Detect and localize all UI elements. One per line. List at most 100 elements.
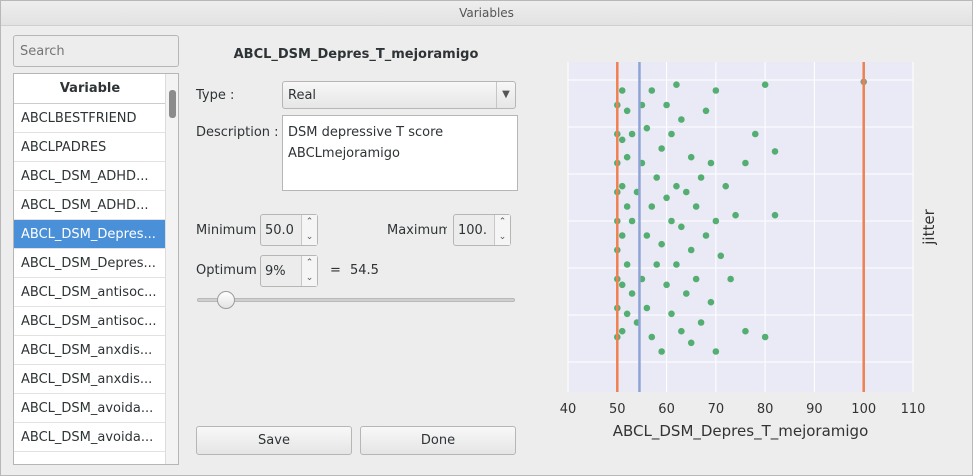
list-item[interactable]: ABCL_DSM_anxdis...	[14, 336, 166, 365]
variable-column-header[interactable]: Variable	[14, 74, 166, 104]
chevron-down-icon[interactable]: ⌄	[498, 232, 507, 242]
data-point	[678, 116, 685, 123]
chevron-up-icon[interactable]: ⌃	[305, 217, 314, 227]
data-point	[761, 81, 769, 88]
data-point	[673, 81, 680, 88]
data-point	[742, 159, 749, 167]
data-point	[692, 203, 700, 210]
data-point	[623, 261, 631, 268]
data-point	[722, 182, 730, 190]
x-tick-label: 90	[806, 402, 823, 417]
x-tick-label: 60	[658, 402, 675, 417]
chevron-down-icon[interactable]: ▼	[496, 82, 515, 108]
data-point	[623, 153, 631, 161]
chevron-down-icon[interactable]: ⌄	[305, 273, 314, 283]
data-point	[618, 327, 626, 335]
description-textarea[interactable]: DSM depressive T score ABCLmejoramigo	[282, 115, 518, 191]
data-point	[702, 232, 710, 239]
data-point	[643, 232, 651, 239]
description-label: Description :	[196, 125, 279, 140]
data-point	[771, 148, 779, 155]
x-tick-label: 110	[901, 402, 926, 417]
data-point	[673, 182, 680, 190]
data-point	[658, 348, 665, 355]
optimum-slider[interactable]	[197, 298, 515, 302]
scrollbar-thumb[interactable]	[169, 90, 176, 118]
data-point	[687, 339, 695, 347]
chevron-up-icon[interactable]: ⌃	[305, 258, 314, 268]
data-point	[643, 304, 651, 312]
data-point	[707, 159, 715, 167]
data-point	[658, 240, 665, 248]
minimum-spinbox[interactable]: 50.0 ⌃ ⌄	[260, 214, 318, 246]
data-point	[751, 130, 759, 138]
data-point	[628, 290, 636, 297]
data-point	[668, 310, 675, 318]
list-item[interactable]: ABCLPADRES	[14, 133, 166, 162]
list-item[interactable]: ABCL_DSM_antisoc...	[14, 307, 166, 336]
data-point	[658, 145, 665, 152]
jitter-plot: 40 50 60 70 80 90 100 110 ABCL_DSM_Depres_T_mejo…	[560, 62, 938, 441]
minimum-label: Minimum	[196, 223, 257, 238]
list-item[interactable]: ABCL_DSM_avoida...	[14, 394, 166, 423]
data-point	[618, 281, 626, 289]
data-point	[623, 107, 631, 115]
plot-background	[568, 62, 913, 392]
data-point	[697, 319, 705, 326]
list-item[interactable]: ABCLBESTFRIEND	[14, 104, 166, 133]
x-tick-label: 40	[560, 402, 577, 417]
data-point	[618, 136, 626, 144]
done-button[interactable]: Done	[360, 426, 516, 455]
maximum-spinbox[interactable]: 100. ⌃ ⌄	[453, 214, 511, 246]
type-select-value: Real	[288, 88, 317, 103]
data-point	[707, 298, 715, 306]
x-tick-label: 80	[757, 402, 774, 417]
data-point	[623, 310, 631, 318]
list-item[interactable]: ABCL_DSM_ADHD...	[14, 191, 166, 220]
data-point	[663, 281, 670, 289]
data-point	[668, 217, 675, 225]
list-item[interactable]: ABCL_DSM_avoida...	[14, 423, 166, 452]
description-line-2: ABCLmejoramigo	[288, 146, 400, 161]
chevron-down-icon[interactable]: ⌄	[305, 232, 314, 242]
list-item[interactable]: ABCL_DSM_antisoc...	[14, 278, 166, 307]
data-point	[618, 87, 626, 94]
data-point	[628, 217, 636, 225]
data-point	[742, 327, 749, 335]
list-scrollbar[interactable]	[165, 74, 178, 464]
data-point	[663, 101, 670, 109]
list-item[interactable]: ABCL_DSM_anxdis...	[14, 365, 166, 394]
optimum-label: Optimum	[196, 263, 257, 278]
x-tick-label: 70	[708, 402, 725, 417]
equals-sign: =	[330, 263, 341, 278]
y-axis-label: jitter	[920, 208, 938, 245]
optimum-result: 54.5	[350, 263, 379, 278]
search-input[interactable]	[13, 35, 179, 67]
optimum-spinbox[interactable]: 9% ⌃ ⌄	[260, 255, 318, 287]
data-point	[653, 261, 661, 268]
data-point	[648, 333, 656, 341]
data-point	[712, 217, 720, 225]
data-point	[673, 261, 680, 268]
optimum-slider-handle[interactable]	[216, 291, 235, 309]
data-point	[702, 107, 710, 115]
data-point	[712, 87, 720, 94]
type-select[interactable]: Real ▼	[282, 81, 516, 109]
list-item[interactable]: ABCL_DSM_ADHD...	[14, 162, 166, 191]
list-item[interactable]: ABCL_DSM_Depres...	[14, 220, 166, 249]
list-item[interactable]: ABCL_DSM_Depres...	[14, 249, 166, 278]
data-point	[663, 194, 670, 202]
data-point	[653, 174, 661, 181]
data-point	[771, 211, 779, 219]
data-point	[618, 232, 626, 239]
data-point	[623, 203, 631, 210]
variable-list[interactable]: Variable ABCLBESTFRIEND ABCLPADRES ABCL_DS…	[13, 73, 179, 465]
data-point	[692, 275, 700, 283]
data-point	[682, 188, 690, 196]
data-point	[732, 211, 739, 219]
data-point	[648, 203, 656, 210]
save-button[interactable]: Save	[196, 426, 352, 455]
data-point	[678, 223, 685, 231]
x-axis-label: ABCL_DSM_Depres_T_mejoramigo	[613, 422, 869, 441]
chevron-up-icon[interactable]: ⌃	[498, 217, 507, 227]
